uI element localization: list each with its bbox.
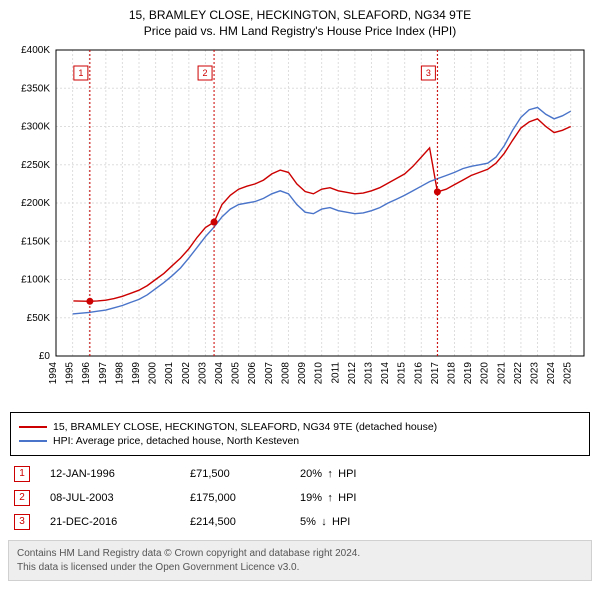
x-tick-label: 2012 (347, 362, 358, 385)
x-tick-label: 2007 (264, 362, 275, 385)
y-tick-label: £250K (21, 160, 50, 171)
x-tick-label: 2013 (363, 362, 374, 385)
event-date: 21-DEC-2016 (44, 510, 184, 534)
event-date: 08-JUL-2003 (44, 486, 184, 510)
event-marker-number: 3 (426, 68, 431, 78)
x-tick-label: 1995 (65, 362, 76, 385)
x-tick-label: 2004 (214, 362, 225, 385)
event-marker-number: 2 (203, 68, 208, 78)
x-tick-label: 2020 (480, 362, 491, 385)
y-tick-label: £400K (21, 45, 50, 56)
chart-container: 15, BRAMLEY CLOSE, HECKINGTON, SLEAFORD,… (0, 0, 600, 589)
event-dot (434, 188, 441, 195)
x-tick-label: 2011 (330, 362, 341, 384)
y-tick-label: £150K (21, 236, 50, 247)
x-tick-label: 2022 (513, 362, 524, 385)
chart-subtitle: Price paid vs. HM Land Registry's House … (8, 24, 592, 38)
x-tick-label: 2002 (181, 362, 192, 385)
title-block: 15, BRAMLEY CLOSE, HECKINGTON, SLEAFORD,… (8, 8, 592, 38)
legend-label: HPI: Average price, detached house, Nort… (53, 435, 299, 447)
x-tick-label: 2023 (530, 362, 541, 385)
attribution-box: Contains HM Land Registry data © Crown c… (8, 540, 592, 581)
x-tick-label: 2017 (430, 362, 441, 385)
event-marker-number: 1 (78, 68, 83, 78)
attribution-line-1: Contains HM Land Registry data © Crown c… (17, 547, 583, 561)
x-tick-label: 1994 (48, 362, 59, 385)
x-tick-label: 1996 (81, 362, 92, 385)
x-tick-label: 2001 (164, 362, 175, 385)
event-row: 112-JAN-1996£71,50020% ↑ HPI (8, 462, 592, 486)
x-tick-label: 2025 (563, 362, 574, 385)
x-tick-label: 2010 (314, 362, 325, 385)
attribution-line-2: This data is licensed under the Open Gov… (17, 561, 583, 575)
x-tick-label: 2016 (413, 362, 424, 385)
event-dot (86, 298, 93, 305)
x-tick-label: 2015 (397, 362, 408, 385)
x-tick-label: 2019 (463, 362, 474, 385)
x-tick-label: 2003 (197, 362, 208, 385)
y-tick-label: £300K (21, 122, 50, 133)
y-tick-label: £50K (27, 313, 51, 324)
chart-area: £0 £50K £100K £150K £200K £250K £300K £350K £400… (8, 44, 592, 404)
legend-label: 15, BRAMLEY CLOSE, HECKINGTON, SLEAFORD,… (53, 421, 437, 433)
x-tick-label: 2024 (546, 362, 557, 385)
x-tick-label: 2014 (380, 362, 391, 385)
x-tick-label: 2009 (297, 362, 308, 385)
x-tick-label: 2000 (148, 362, 159, 385)
event-marker-cell: 1 (8, 462, 44, 486)
x-tick-label: 2006 (247, 362, 258, 385)
legend-item: 15, BRAMLEY CLOSE, HECKINGTON, SLEAFORD,… (19, 421, 581, 433)
event-pct: 5% ↓ HPI (294, 510, 592, 534)
event-pct: 20% ↑ HPI (294, 462, 592, 486)
y-tick-label: £100K (21, 275, 50, 286)
event-dot (211, 219, 218, 226)
legend: 15, BRAMLEY CLOSE, HECKINGTON, SLEAFORD,… (10, 412, 590, 456)
x-tick-label: 1998 (114, 362, 125, 385)
y-tick-label: £0 (39, 351, 51, 362)
event-pct: 19% ↑ HPI (294, 486, 592, 510)
x-tick-label: 2005 (231, 362, 242, 385)
legend-swatch (19, 440, 47, 442)
event-marker-cell: 3 (8, 510, 44, 534)
x-tick-label: 2021 (496, 362, 507, 385)
x-tick-label: 1997 (98, 362, 109, 385)
events-table: 112-JAN-1996£71,50020% ↑ HPI208-JUL-2003… (8, 462, 592, 534)
event-row: 208-JUL-2003£175,00019% ↑ HPI (8, 486, 592, 510)
y-tick-label: £350K (21, 83, 50, 94)
event-price: £175,000 (184, 486, 294, 510)
legend-item: HPI: Average price, detached house, Nort… (19, 435, 581, 447)
event-price: £214,500 (184, 510, 294, 534)
event-row: 321-DEC-2016£214,5005% ↓ HPI (8, 510, 592, 534)
event-date: 12-JAN-1996 (44, 462, 184, 486)
chart-title: 15, BRAMLEY CLOSE, HECKINGTON, SLEAFORD,… (8, 8, 592, 22)
x-tick-label: 2018 (446, 362, 457, 385)
legend-swatch (19, 426, 47, 428)
x-tick-label: 2008 (280, 362, 291, 385)
event-price: £71,500 (184, 462, 294, 486)
x-tick-label: 1999 (131, 362, 142, 385)
line-chart: £0 £50K £100K £150K £200K £250K £300K £350K £400… (8, 44, 592, 404)
y-tick-label: £200K (21, 198, 50, 209)
event-marker-cell: 2 (8, 486, 44, 510)
